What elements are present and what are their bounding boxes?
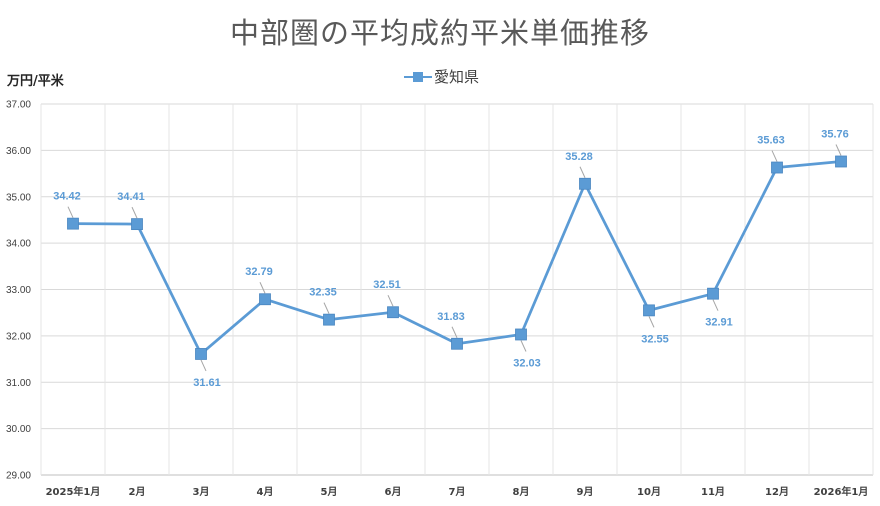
data-label-leader	[200, 359, 207, 372]
y-tick-label: 29.00	[6, 471, 31, 482]
data-point-marker	[579, 177, 591, 190]
data-label: 31.83	[437, 311, 465, 323]
data-point-marker	[323, 313, 335, 326]
data-label: 35.63	[757, 135, 785, 147]
y-tick-label: 32.00	[6, 331, 31, 342]
data-label: 32.03	[513, 357, 541, 369]
legend-marker-icon	[404, 71, 432, 83]
x-tick-label: 3月	[193, 486, 210, 498]
data-label: 32.55	[641, 333, 669, 345]
data-point-marker	[771, 161, 783, 174]
data-label: 35.76	[821, 129, 849, 141]
y-tick-label: 30.00	[6, 424, 31, 435]
y-axis-unit-label: 万円/平米	[7, 74, 64, 89]
data-label-leader	[520, 340, 527, 352]
data-point-marker	[643, 304, 655, 317]
x-tick-label: 2026年1月	[814, 485, 869, 498]
data-label-leader	[323, 302, 330, 314]
legend-label: 愛知県	[434, 68, 480, 86]
x-tick-label: 11月	[701, 486, 725, 498]
y-tick-label: 34.00	[6, 239, 31, 250]
data-label: 31.61	[193, 377, 221, 389]
y-tick-label: 35.00	[6, 192, 31, 203]
data-label-leader	[835, 144, 842, 156]
data-label: 35.28	[565, 151, 593, 163]
data-label: 32.51	[373, 279, 401, 291]
x-tick-label: 7月	[449, 486, 466, 498]
x-tick-label: 12月	[765, 486, 789, 498]
y-tick-label: 37.00	[6, 100, 31, 111]
data-label-leader	[771, 150, 778, 162]
data-label-leader	[648, 316, 655, 328]
data-label: 34.41	[117, 191, 145, 203]
data-point-marker	[707, 287, 719, 300]
x-tick-label: 2025年1月	[46, 485, 101, 498]
legend: 愛知県	[404, 66, 479, 87]
data-point-marker	[195, 348, 207, 360]
x-tick-label: 8月	[513, 486, 530, 498]
data-point-marker	[387, 306, 399, 319]
data-label: 32.79	[245, 266, 273, 278]
x-tick-label: 6月	[385, 486, 402, 498]
x-tick-label: 9月	[577, 486, 594, 498]
data-point-marker	[131, 218, 143, 231]
x-tick-label: 5月	[321, 486, 338, 498]
data-point-marker	[259, 293, 271, 306]
data-label: 34.42	[53, 191, 81, 203]
data-label-leader	[579, 166, 586, 178]
data-point-marker	[451, 337, 463, 350]
data-label: 32.35	[309, 287, 337, 299]
data-label-leader	[451, 326, 458, 338]
chart-title: 中部圏の平均成約平米単価推移	[229, 16, 650, 50]
data-label-leader	[259, 282, 266, 294]
x-tick-label: 2月	[129, 486, 146, 498]
data-label: 32.91	[705, 317, 733, 329]
data-point-marker	[835, 155, 847, 168]
y-tick-label: 31.00	[6, 378, 31, 389]
y-tick-label: 36.00	[6, 146, 31, 157]
x-tick-label: 10月	[637, 486, 661, 498]
y-tick-label: 33.00	[6, 285, 31, 296]
data-label-leader	[712, 299, 719, 311]
data-label-leader	[131, 206, 138, 219]
data-label-leader	[387, 295, 394, 307]
data-point-marker	[67, 217, 79, 230]
x-tick-label: 4月	[257, 486, 274, 498]
data-point-marker	[515, 328, 527, 341]
data-label-leader	[67, 206, 74, 218]
